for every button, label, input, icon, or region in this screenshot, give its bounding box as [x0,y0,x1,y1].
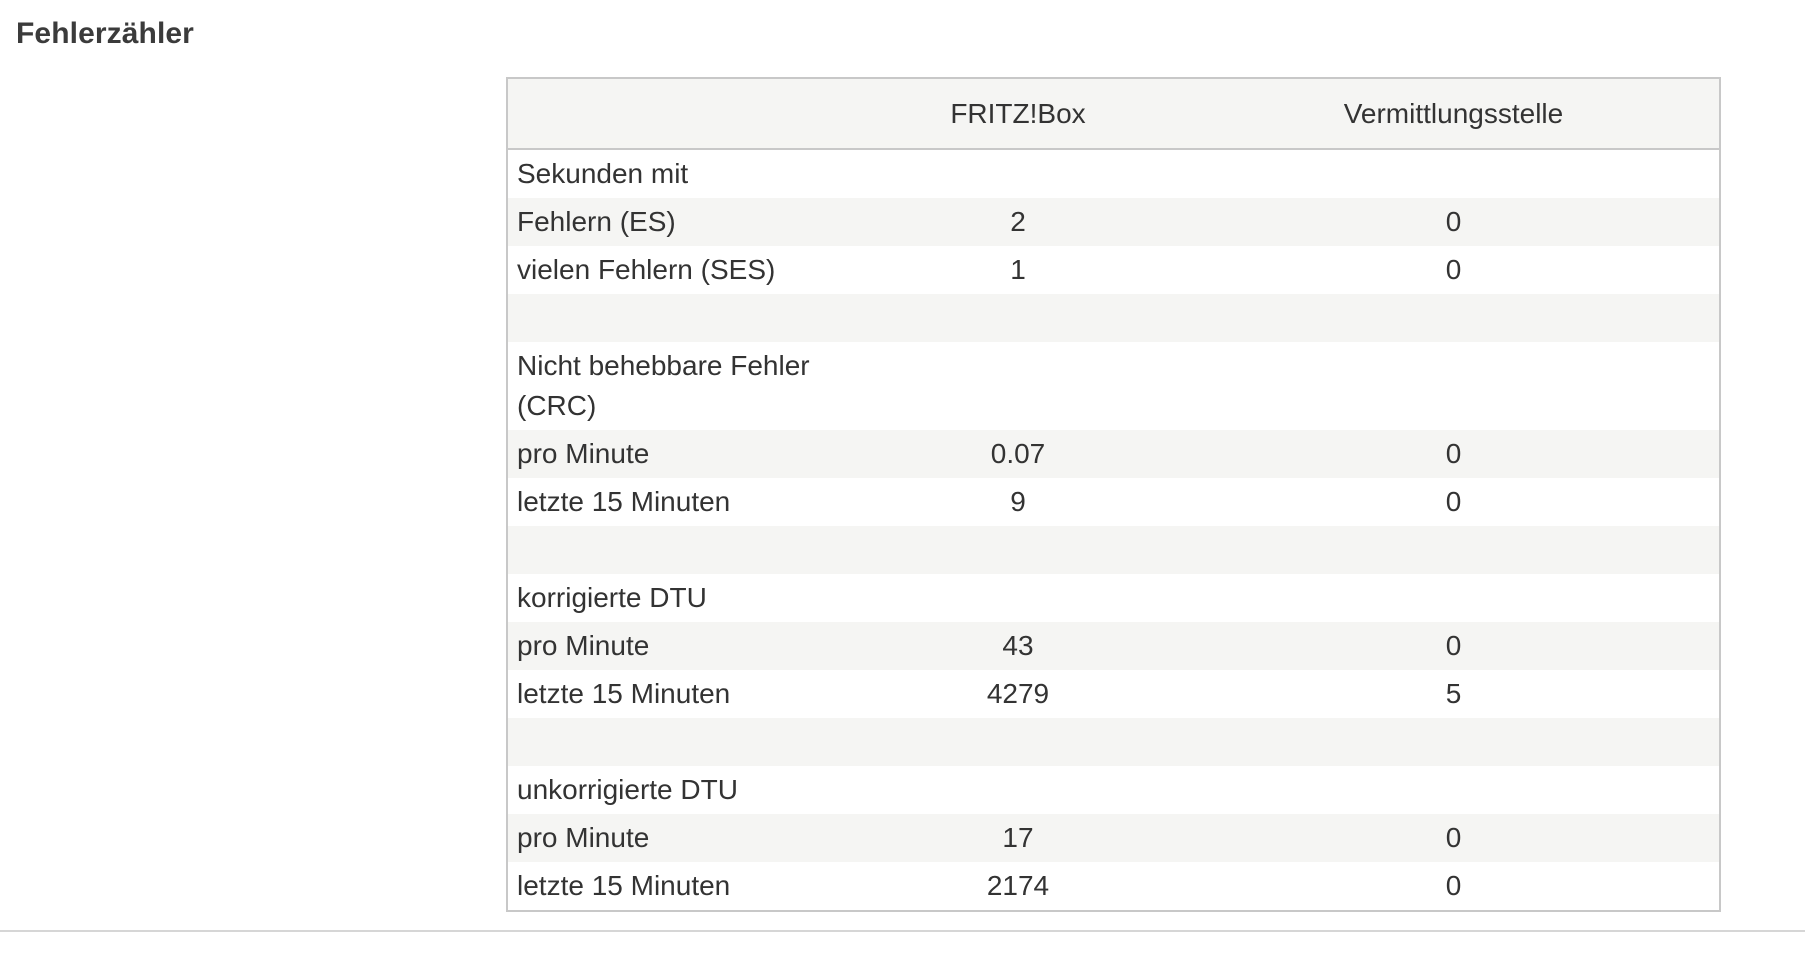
table-row: vielen Fehlern (SES) 1 0 [508,246,1719,294]
table-row-spacer [508,718,1719,766]
row-label: Nicht behebbare Fehler (CRC) [517,350,810,421]
row-label: letzte 15 Minuten [517,870,731,901]
table-row: Fehlern (ES) 2 0 [508,198,1719,246]
row-label: letzte 15 Minuten [517,678,731,709]
row-label: Fehlern (ES) [517,206,676,237]
row-label: vielen Fehlern (SES) [517,254,776,285]
row-label: unkorrigierte DTU [517,774,738,805]
vst-value: 0 [1445,206,1462,237]
vst-value [1188,149,1719,198]
table-header-row: FRITZ!Box Vermittlungsstelle [508,79,1719,149]
table-row: unkorrigierte DTU [508,766,1719,814]
header-fritzbox: FRITZ!Box [950,97,1086,129]
fritzbox-value [848,342,1188,430]
row-label: Sekunden mit [517,158,689,189]
fritzbox-value [848,766,1188,814]
section-title: Fehlerzähler [16,17,194,50]
vst-value: 0 [1445,630,1462,661]
fritzbox-value: 4279 [986,678,1050,709]
vst-value: 5 [1445,678,1462,709]
fritzbox-value: 0.07 [990,438,1046,469]
row-label: pro Minute [517,822,650,853]
bottom-divider [0,930,1805,932]
fritzbox-value: 2174 [986,870,1050,901]
fritzbox-value [848,526,1188,574]
vst-value: 0 [1445,822,1462,853]
table-row: Sekunden mit [508,149,1719,198]
table-row: pro Minute 0.07 0 [508,430,1719,478]
vst-value: 0 [1445,254,1462,285]
table-row-spacer [508,294,1719,342]
fritzbox-value [848,574,1188,622]
fritzbox-value: 43 [1002,630,1034,661]
table-row-spacer [508,526,1719,574]
table-row: Nicht behebbare Fehler (CRC) [508,342,1719,430]
vst-value [1188,766,1719,814]
vst-value [1188,342,1719,430]
fritzbox-value [848,149,1188,198]
table-row: letzte 15 Minuten 4279 5 [508,670,1719,718]
row-label [508,526,848,574]
table-row: letzte 15 Minuten 2174 0 [508,862,1719,910]
error-counter-table: FRITZ!Box Vermittlungsstelle Sekunden mi… [506,77,1721,912]
fritzbox-value: 2 [1010,206,1026,237]
vst-value: 0 [1445,486,1462,517]
table-row: pro Minute 17 0 [508,814,1719,862]
table-row: pro Minute 43 0 [508,622,1719,670]
vst-value [1188,526,1719,574]
row-label [508,718,848,766]
fritzbox-value: 17 [1002,822,1034,853]
fritzbox-value [848,294,1188,342]
row-label: pro Minute [517,630,650,661]
fritzbox-value [848,718,1188,766]
vst-value: 0 [1445,870,1462,901]
table-row: korrigierte DTU [508,574,1719,622]
vst-value: 0 [1445,438,1462,469]
vst-value [1188,294,1719,342]
fritzbox-value: 9 [1010,486,1026,517]
row-label: korrigierte DTU [517,582,707,613]
row-label: letzte 15 Minuten [517,486,731,517]
row-label: pro Minute [517,438,650,469]
vst-value [1188,718,1719,766]
vst-value [1188,574,1719,622]
row-label [508,294,848,342]
table-row: letzte 15 Minuten 9 0 [508,478,1719,526]
fritzbox-value: 1 [1010,254,1026,285]
header-vermittlungsstelle: Vermittlungsstelle [1343,97,1564,129]
header-label-column [508,79,848,149]
